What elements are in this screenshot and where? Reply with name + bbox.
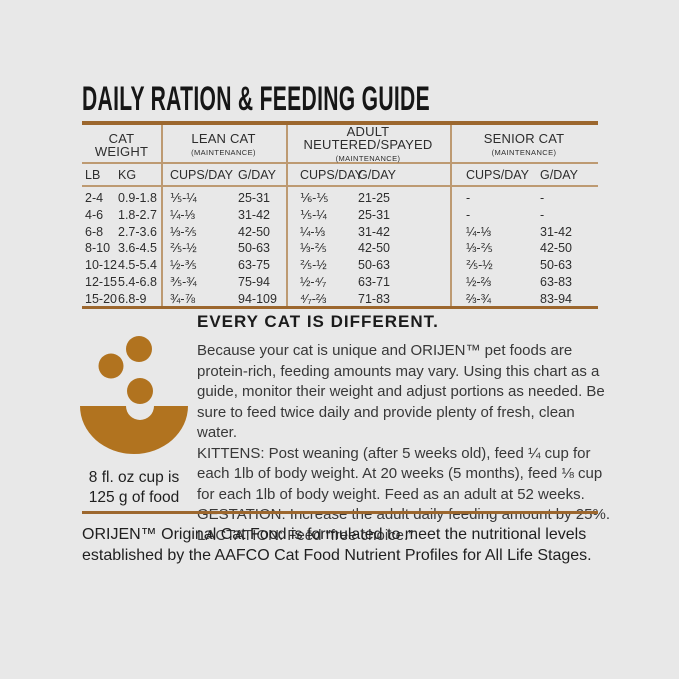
- group-subtitle: (MAINTENANCE): [335, 154, 401, 163]
- cup-measure-note: 8 fl. oz cup is 125 g of food: [66, 468, 202, 508]
- table-cell: 50-63: [540, 258, 572, 273]
- table-cell: -: [540, 207, 545, 222]
- food-bowl-icon: [76, 334, 192, 456]
- table-cell: ½-⁴⁄₇: [300, 274, 327, 289]
- footer-separator: [82, 511, 598, 514]
- table-subheader-divider: [82, 185, 598, 187]
- table-cell: 0.9-1.8: [118, 191, 157, 205]
- table-column-divider: [161, 125, 163, 306]
- info-paragraph-general: Because your cat is unique and ORIJEN™ p…: [197, 342, 605, 441]
- table-cell: 6.8-9: [118, 291, 147, 306]
- table-cell: 2-4: [85, 191, 104, 205]
- table-cell: 83-94: [540, 291, 572, 306]
- table-cell: 10-12: [85, 258, 117, 273]
- table-column-header-row: LB KG CUPS/DAY G/DAY CUPS/DAY G/DAY CUPS…: [82, 166, 598, 185]
- table-header-divider: [82, 162, 598, 164]
- column-header-cups-day: CUPS/DAY: [170, 168, 233, 183]
- table-cell: ⅕-¼: [170, 191, 197, 205]
- table-cell: ⅓-⅖: [466, 241, 493, 256]
- table-cell: 50-63: [238, 241, 270, 256]
- table-cell: 31-42: [238, 207, 270, 222]
- table-cell: 75-94: [238, 274, 270, 289]
- table-cell: ¼-⅓: [170, 207, 196, 222]
- group-subtitle: (MAINTENANCE): [491, 147, 557, 157]
- group-header-lean-cat: LEAN CAT (MAINTENANCE): [161, 125, 286, 165]
- info-heading: EVERY CAT IS DIFFERENT.: [197, 312, 439, 331]
- info-paragraph-kittens: KITTENS: Post weaning (after 5 weeks old…: [197, 444, 603, 503]
- table-cell: 8-10: [85, 241, 111, 256]
- group-title: SENIOR CAT: [483, 130, 565, 146]
- table-cell: 50-63: [358, 258, 390, 273]
- column-header-cups-day: CUPS/DAY: [466, 168, 529, 183]
- feeding-info-section: EVERY CAT IS DIFFERENT. Because your cat…: [197, 312, 615, 546]
- table-top-border: [82, 121, 598, 125]
- group-title: LEAN CAT: [191, 130, 256, 146]
- table-cell: ⁴⁄₇-⅔: [300, 291, 327, 306]
- column-header-g-day: G/DAY: [540, 168, 578, 183]
- table-cell: 42-50: [358, 241, 390, 256]
- table-bottom-border: [82, 306, 598, 309]
- table-cell: ½-⅔: [466, 274, 492, 289]
- group-header-cat-weight: CAT WEIGHT: [82, 125, 161, 165]
- table-cell: 21-25: [358, 191, 390, 205]
- column-header-g-day: G/DAY: [358, 168, 396, 183]
- table-column-divider: [286, 125, 288, 306]
- table-cell: 25-31: [358, 207, 390, 222]
- table-cell: ⅓-⅖: [300, 241, 327, 256]
- aafco-statement: ORIJEN™ Original Cat Food is formulated …: [82, 526, 592, 564]
- table-cell: ⅖-½: [170, 241, 197, 256]
- cup-note-line1: 8 fl. oz cup is: [88, 469, 180, 486]
- table-cell: 63-83: [540, 274, 572, 289]
- table-cell: 5.4-6.8: [118, 274, 157, 289]
- info-paragraph-gestation: GESTATION: Increase the adult daily feed…: [197, 506, 610, 523]
- group-title: CAT WEIGHT: [94, 130, 149, 159]
- table-cell: ¼-⅓: [466, 224, 492, 239]
- table-cell: ⅓-⅖: [170, 224, 197, 239]
- table-cell: ⅔-¾: [466, 291, 492, 306]
- group-subtitle: (MAINTENANCE): [191, 147, 256, 157]
- column-header-lb: LB: [85, 168, 101, 183]
- table-column-divider: [450, 125, 452, 306]
- table-cell: 42-50: [238, 224, 270, 239]
- group-header-adult-neutered: ADULT NEUTERED/SPAYED (MAINTENANCE): [286, 125, 450, 165]
- table-cell: ⅖-½: [466, 258, 493, 273]
- table-cell: ⅗-¾: [170, 274, 197, 289]
- table-cell: ⅙-⅕: [300, 191, 329, 205]
- table-cell: 94-109: [238, 291, 277, 306]
- table-group-header-row: CAT WEIGHT LEAN CAT (MAINTENANCE) ADULT …: [82, 125, 598, 165]
- info-paragraph-lactation: LACTATION: Feed “free choice.”: [197, 526, 414, 544]
- table-cell: 1.8-2.7: [118, 207, 157, 222]
- group-title: ADULT NEUTERED/SPAYED: [303, 124, 433, 152]
- table-cell: ½-⅗: [170, 258, 197, 273]
- table-cell: -: [540, 191, 545, 205]
- column-header-kg: KG: [118, 168, 137, 183]
- column-header-cups-day: CUPS/DAY: [300, 168, 363, 183]
- table-cell: 6-8: [85, 224, 104, 239]
- cup-note-line2: 125 g of food: [88, 489, 180, 506]
- table-cell: 15-20: [85, 291, 117, 306]
- table-cell: ⅖-½: [300, 258, 327, 273]
- table-cell: 4-6: [85, 207, 104, 222]
- table-cell: 63-71: [358, 274, 390, 289]
- table-cell: 63-75: [238, 258, 270, 273]
- column-header-g-day: G/DAY: [238, 168, 276, 183]
- table-cell: 2.7-3.6: [118, 224, 157, 239]
- table-cell: ⅕-¼: [300, 207, 327, 222]
- table-cell: 12-15: [85, 274, 117, 289]
- page-title: DAILY RATION & FEEDING GUIDE: [82, 80, 430, 118]
- group-header-senior-cat: SENIOR CAT (MAINTENANCE): [450, 125, 598, 165]
- table-cell: ¾-⅞: [170, 291, 196, 306]
- table-data-grid: 2-4 0.9-1.8 ⅕-¼ 25-31 ⅙-⅕ 21-25 - - 4-6 1.8-2.7 ¼-…: [82, 190, 598, 308]
- table-cell: ¼-⅓: [300, 224, 326, 239]
- table-cell: -: [466, 207, 471, 222]
- table-cell: 4.5-5.4: [118, 258, 157, 273]
- table-cell: 25-31: [238, 191, 270, 205]
- table-cell: 71-83: [358, 291, 390, 306]
- table-cell: 31-42: [358, 224, 390, 239]
- table-cell: 42-50: [540, 241, 572, 256]
- table-cell: 3.6-4.5: [118, 241, 157, 256]
- feeding-guide-table: CAT WEIGHT LEAN CAT (MAINTENANCE) ADULT …: [82, 121, 598, 309]
- table-cell: 31-42: [540, 224, 572, 239]
- table-cell: -: [466, 191, 471, 205]
